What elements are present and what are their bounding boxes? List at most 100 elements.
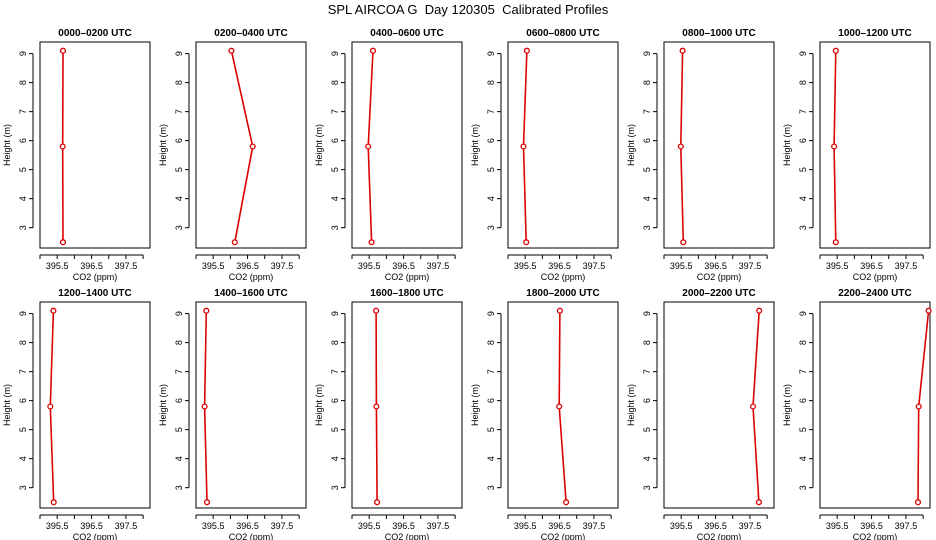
y-tick-label: 8 <box>18 340 28 345</box>
y-tick-label: 4 <box>18 196 28 201</box>
panel-title: 1400–1600 UTC <box>214 288 287 299</box>
panel-title: 2200–2400 UTC <box>838 288 911 299</box>
y-tick-label: 9 <box>798 311 808 316</box>
profile-point <box>369 47 377 54</box>
profile-point <box>925 307 932 314</box>
x-tick-label: 397.5 <box>739 261 762 271</box>
profile-point <box>556 307 563 314</box>
y-tick-label: 5 <box>798 427 808 432</box>
y-axis-label: Height (m) <box>782 124 792 166</box>
panel-title: 0600–0800 UTC <box>526 28 599 39</box>
y-tick-label: 4 <box>486 456 496 461</box>
y-tick-label: 3 <box>798 485 808 490</box>
x-tick-label: 395.5 <box>202 521 225 531</box>
profile-point <box>679 47 686 54</box>
profile-point <box>832 47 839 54</box>
x-axis-label: CO2 (ppm) <box>697 532 742 540</box>
y-tick-label: 6 <box>18 138 28 143</box>
x-tick-label: 397.5 <box>895 261 918 271</box>
y-axis-label: Height (m) <box>626 124 636 166</box>
x-tick-label: 397.5 <box>271 261 294 271</box>
y-tick-label: 5 <box>330 427 340 432</box>
y-tick-label: 8 <box>18 80 28 85</box>
plot-frame <box>819 41 931 249</box>
plot-frame <box>819 301 931 509</box>
y-tick-label: 6 <box>174 138 184 143</box>
profile-point <box>915 403 922 410</box>
y-tick-label: 5 <box>486 167 496 172</box>
profile-point <box>520 143 527 150</box>
x-axis-label: CO2 (ppm) <box>853 532 898 540</box>
x-tick-label: 396.5 <box>392 521 415 531</box>
y-tick-label: 9 <box>330 51 340 56</box>
x-tick-label: 395.5 <box>514 261 537 271</box>
panel-title: 1800–2000 UTC <box>526 288 599 299</box>
x-tick-label: 397.5 <box>115 521 138 531</box>
y-axis-label: Height (m) <box>626 384 636 426</box>
y-tick-label: 3 <box>330 225 340 230</box>
y-tick-label: 4 <box>798 456 808 461</box>
y-tick-label: 8 <box>642 340 652 345</box>
profile-point <box>365 143 372 150</box>
y-tick-label: 8 <box>642 80 652 85</box>
y-axis-label: Height (m) <box>314 124 324 166</box>
panel-title: 0400–0600 UTC <box>370 28 443 39</box>
y-tick-label: 7 <box>174 369 184 374</box>
y-tick-label: 7 <box>330 109 340 114</box>
y-tick-label: 6 <box>330 398 340 403</box>
panel-title: 1200–1400 UTC <box>58 288 131 299</box>
plot-frame <box>663 41 775 249</box>
y-tick-label: 6 <box>18 398 28 403</box>
x-axis-label: CO2 (ppm) <box>853 272 898 282</box>
panel-title: 1600–1800 UTC <box>370 288 443 299</box>
plot-frame <box>39 301 151 509</box>
y-tick-label: 7 <box>798 369 808 374</box>
y-tick-label: 8 <box>798 80 808 85</box>
x-axis-label: CO2 (ppm) <box>385 272 430 282</box>
panel-title: 0800–1000 UTC <box>682 28 755 39</box>
y-tick-label: 8 <box>330 80 340 85</box>
profile-point <box>59 239 67 246</box>
profile-point <box>59 143 66 150</box>
y-tick-label: 6 <box>174 398 184 403</box>
plot-frame <box>663 301 775 509</box>
y-tick-label: 7 <box>486 109 496 114</box>
profile-point <box>374 499 381 506</box>
x-tick-label: 395.5 <box>826 521 849 531</box>
x-tick-label: 397.5 <box>427 261 450 271</box>
y-tick-label: 7 <box>174 109 184 114</box>
y-tick-label: 3 <box>486 225 496 230</box>
y-tick-label: 5 <box>18 427 28 432</box>
y-tick-label: 7 <box>18 109 28 114</box>
profile-point <box>523 239 530 246</box>
x-tick-label: 395.5 <box>358 261 381 271</box>
profile-point <box>228 47 235 54</box>
profile-point <box>201 403 208 410</box>
y-tick-label: 9 <box>486 311 496 316</box>
figure-title: SPL AIRCOA G Day 120305 Calibrated Profi… <box>327 2 609 17</box>
y-tick-label: 9 <box>174 51 184 56</box>
profile-point <box>914 499 922 506</box>
x-tick-label: 396.5 <box>392 261 415 271</box>
y-tick-label: 8 <box>486 340 496 345</box>
y-tick-label: 5 <box>18 167 28 172</box>
profile-point <box>831 143 838 150</box>
x-tick-label: 395.5 <box>826 261 849 271</box>
y-tick-label: 4 <box>18 456 28 461</box>
y-tick-label: 7 <box>798 109 808 114</box>
profile-point <box>677 143 684 150</box>
profile-point <box>203 307 210 314</box>
y-tick-label: 4 <box>486 196 496 201</box>
profile-point <box>523 47 530 54</box>
y-tick-label: 3 <box>174 225 184 230</box>
profile-point <box>231 239 238 246</box>
profile-point <box>203 499 211 506</box>
y-axis-label: Height (m) <box>470 384 480 426</box>
profile-point <box>832 239 839 246</box>
y-tick-label: 3 <box>18 485 28 490</box>
y-tick-label: 7 <box>330 369 340 374</box>
x-tick-label: 397.5 <box>739 521 762 531</box>
x-tick-label: 396.5 <box>860 261 883 271</box>
y-tick-label: 6 <box>798 398 808 403</box>
